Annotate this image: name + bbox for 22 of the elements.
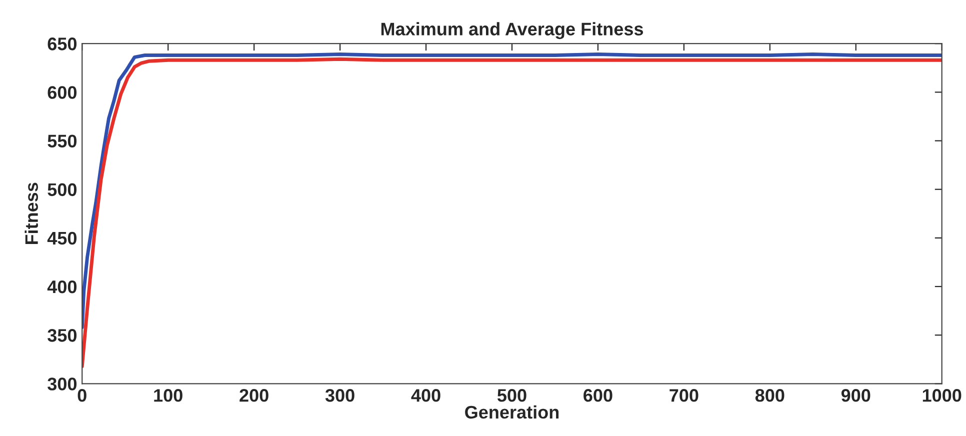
x-tick-label: 900	[841, 389, 870, 402]
y-tick-label: 400	[47, 280, 77, 294]
y-tick-label: 300	[48, 378, 77, 390]
x-tick-label: 100	[154, 389, 182, 402]
x-tick-label: 500	[497, 389, 526, 402]
x-tick-label: 1000	[922, 389, 962, 402]
chart-title: Maximum and Average Fitness	[381, 22, 644, 40]
x-axis-title: Generation	[465, 405, 559, 419]
y-axis-title: Fitness	[24, 182, 38, 244]
y-tick-label: 500	[48, 183, 77, 196]
x-tick-label: 800	[755, 389, 784, 402]
x-tick-label: 0	[78, 389, 86, 402]
y-tick-label: 550	[48, 134, 77, 148]
y-tick-label: 350	[48, 329, 77, 342]
x-tick-label: 200	[240, 389, 268, 402]
y-tick-label: 600	[48, 86, 77, 99]
x-tick-label: 600	[584, 389, 612, 402]
x-tick-label: 700	[670, 389, 698, 402]
x-tick-label: 300	[325, 389, 354, 402]
x-tick-label: 400	[411, 389, 440, 402]
y-tick-label: 650	[48, 38, 77, 50]
y-tick-label: 450	[47, 232, 77, 245]
